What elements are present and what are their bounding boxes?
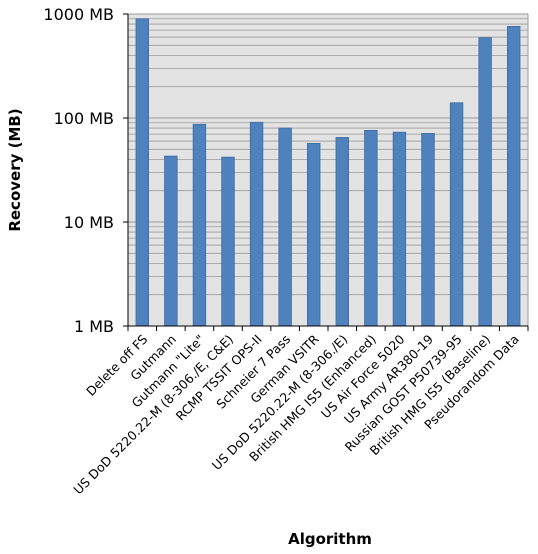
bar — [478, 37, 492, 327]
bar — [307, 142, 321, 327]
axes — [123, 13, 529, 331]
bar — [421, 133, 435, 327]
bar — [449, 102, 464, 327]
y-tick-label: 1000 MB — [43, 5, 114, 24]
bar — [392, 131, 407, 327]
y-tick-label: 100 MB — [54, 109, 114, 128]
y-tick-label: 1 MB — [74, 317, 114, 336]
y-tick-labels: 1 MB 10 MB 100 MB 1000 MB — [43, 5, 114, 336]
bar — [164, 155, 178, 327]
y-tick-label: 10 MB — [64, 213, 114, 232]
bar — [278, 127, 292, 327]
bar — [335, 137, 349, 327]
bar — [249, 121, 264, 327]
y-axis-title: Recovery (MB) — [6, 108, 24, 231]
bars — [135, 18, 521, 327]
plot-area — [128, 14, 528, 326]
bar — [221, 156, 235, 327]
bar — [364, 129, 378, 327]
x-axis-title: Algorithm — [288, 530, 372, 548]
bar — [192, 123, 207, 327]
bar — [507, 25, 521, 327]
bar — [135, 18, 149, 327]
